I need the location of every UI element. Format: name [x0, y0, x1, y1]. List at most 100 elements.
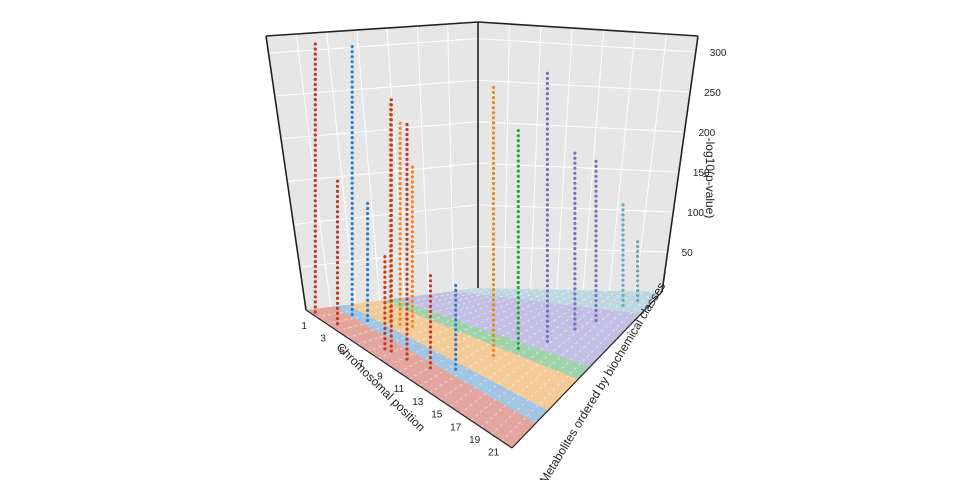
z-tick-label: 50: [682, 248, 694, 259]
point: [491, 252, 496, 256]
point: [428, 289, 433, 293]
point: [313, 77, 317, 81]
z-tick-label: 300: [710, 48, 727, 59]
point: [389, 329, 393, 333]
point: [545, 71, 550, 75]
x-tick-label: 11: [394, 384, 405, 395]
point: [516, 134, 520, 138]
point: [428, 330, 433, 334]
point: [545, 228, 550, 232]
point: [545, 248, 550, 252]
point: [516, 194, 520, 198]
point: [573, 272, 577, 276]
x-tick-label: 5: [339, 346, 345, 357]
point: [313, 143, 317, 147]
point: [313, 295, 317, 299]
point: [350, 100, 354, 104]
point: [410, 289, 414, 293]
floor-plane: [306, 287, 662, 448]
point: [350, 201, 354, 205]
point: [335, 240, 340, 244]
point: [491, 247, 496, 251]
point: [491, 288, 496, 292]
point: [545, 314, 550, 318]
point: [594, 184, 598, 188]
point: [410, 220, 414, 224]
point: [350, 237, 354, 241]
point: [491, 278, 496, 282]
point: [491, 121, 496, 125]
gridline: [582, 29, 605, 291]
point: [389, 309, 393, 313]
point: [545, 233, 550, 237]
point: [516, 235, 520, 239]
point: [398, 156, 402, 160]
point: [335, 316, 340, 321]
point: [454, 303, 458, 307]
point: [313, 93, 317, 97]
point: [454, 328, 458, 332]
point: [545, 132, 550, 136]
point: [491, 202, 496, 206]
point: [545, 319, 550, 323]
point: [573, 181, 577, 185]
point: [389, 123, 393, 127]
point: [545, 299, 550, 303]
point: [573, 226, 577, 231]
floor-gridline: [316, 287, 488, 318]
point: [545, 122, 550, 126]
point: [491, 303, 496, 307]
point: [350, 110, 354, 114]
point: [398, 136, 402, 140]
point: [516, 306, 520, 310]
point: [516, 169, 520, 173]
point: [636, 279, 640, 283]
point: [313, 103, 317, 107]
point: [389, 339, 393, 343]
point: [398, 237, 402, 241]
point: [366, 201, 370, 205]
point: [383, 275, 387, 279]
point: [621, 253, 625, 257]
point: [594, 214, 598, 218]
point: [636, 245, 640, 249]
point: [350, 297, 354, 301]
point: [594, 269, 598, 273]
point: [410, 205, 414, 209]
point: [410, 235, 414, 239]
point: [389, 254, 393, 258]
point: [313, 57, 317, 61]
point: [383, 321, 387, 325]
point: [398, 277, 402, 281]
point: [405, 322, 409, 326]
point: [335, 311, 340, 315]
point: [454, 318, 458, 322]
point: [313, 229, 317, 233]
point: [389, 218, 393, 222]
point: [389, 143, 393, 147]
point: [350, 136, 354, 140]
point: [313, 199, 317, 203]
point: [405, 312, 409, 316]
point: [410, 190, 414, 194]
point: [313, 173, 317, 178]
point: [428, 335, 433, 339]
point: [491, 323, 496, 327]
point: [350, 252, 354, 256]
point: [350, 277, 354, 281]
point: [410, 264, 414, 269]
z-tick-label: 250: [704, 88, 721, 99]
point: [405, 332, 409, 336]
point: [545, 167, 550, 172]
point: [491, 141, 496, 145]
point: [621, 273, 625, 277]
point: [313, 47, 317, 51]
point: [398, 182, 402, 186]
point: [636, 254, 640, 258]
point: [350, 85, 354, 89]
point: [313, 249, 317, 253]
point: [410, 185, 414, 189]
peak-energy: [573, 151, 577, 331]
point: [389, 203, 393, 207]
